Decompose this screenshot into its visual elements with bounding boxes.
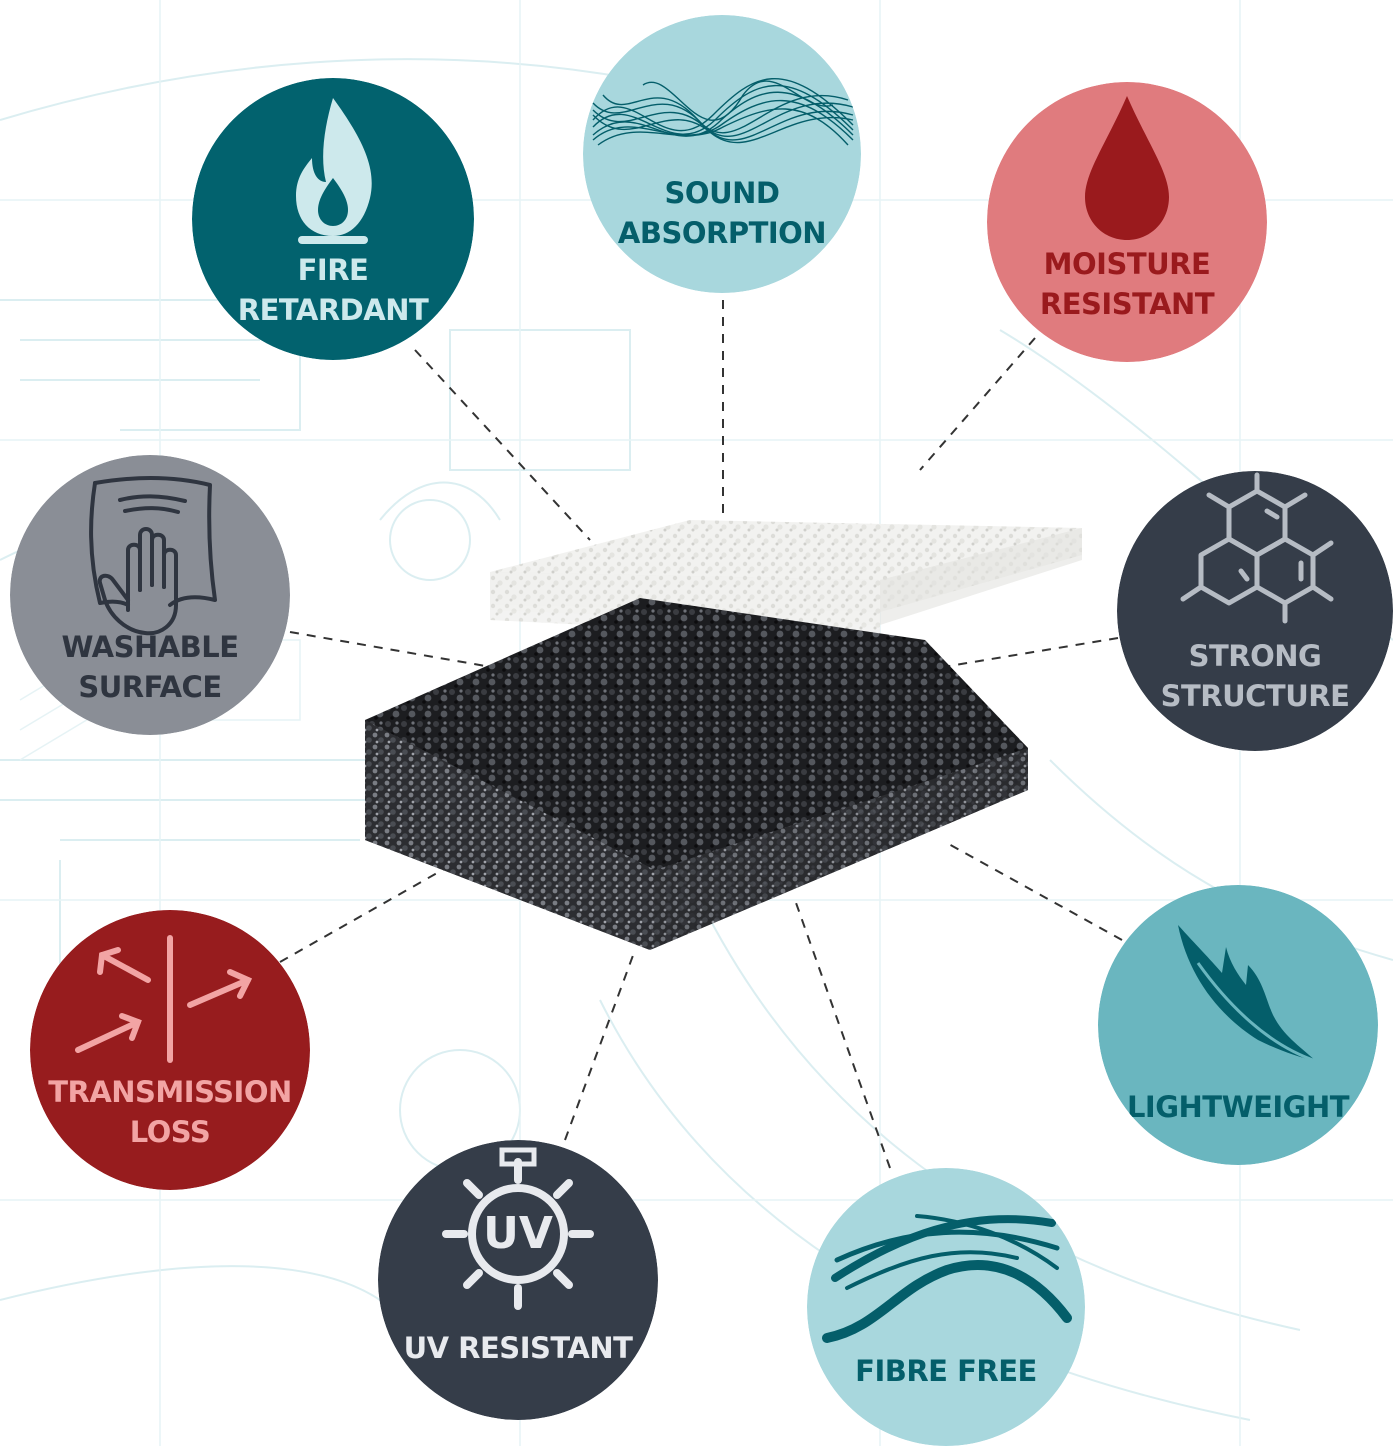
molecule-structure-icon xyxy=(1117,471,1393,751)
connector-transmission xyxy=(279,859,461,963)
badge-fire-retardant: FIRE RETARDANT xyxy=(192,78,474,360)
wipe-hand-icon xyxy=(10,455,290,735)
transmission-label-line1: TRANSMISSION xyxy=(48,1075,292,1109)
strong-label-line1: STRONG xyxy=(1188,639,1322,673)
fibre-strands-icon xyxy=(807,1168,1085,1446)
badge-fibre-free: FIBRE FREE xyxy=(807,1168,1085,1446)
connector-fibre xyxy=(794,899,891,1169)
lightweight-label: LIGHTWEIGHT xyxy=(1126,1090,1350,1124)
uv-sun-icon xyxy=(378,1140,658,1420)
sound-label-line2: ABSORPTION xyxy=(617,216,827,250)
uv-icon-text: UV xyxy=(483,1208,553,1259)
badge-uv-resistant: UV UV RESISTANT xyxy=(378,1140,658,1420)
fire-label-line2: RETARDANT xyxy=(237,293,429,327)
badge-lightweight: LIGHTWEIGHT xyxy=(1098,885,1378,1165)
badge-strong-structure: STRONG STRUCTURE xyxy=(1117,471,1393,751)
moisture-label-line2: RESISTANT xyxy=(1039,287,1215,321)
washable-label-line1: WASHABLE xyxy=(61,630,239,664)
washable-label-line2: SURFACE xyxy=(78,670,222,704)
uv-label: UV RESISTANT xyxy=(403,1331,633,1365)
feather-icon xyxy=(1098,885,1378,1165)
sound-wave-icon xyxy=(583,15,861,293)
moisture-label-line1: MOISTURE xyxy=(1043,247,1211,281)
transmission-label-line2: LOSS xyxy=(129,1115,211,1149)
connector-washable xyxy=(289,631,521,673)
badge-sound-absorption: SOUND ABSORPTION xyxy=(583,15,861,293)
black-foam-sample xyxy=(365,598,1028,950)
badge-moisture-resistant: MOISTURE RESISTANT xyxy=(987,82,1267,362)
flame-icon xyxy=(192,78,474,360)
badge-washable-surface: WASHABLE SURFACE xyxy=(10,455,290,735)
strong-label-line2: STRUCTURE xyxy=(1160,679,1350,713)
connector-moisture xyxy=(919,337,1036,471)
water-drop-icon xyxy=(987,82,1267,362)
transmission-arrows-icon xyxy=(30,910,310,1190)
badge-transmission-loss: TRANSMISSION LOSS xyxy=(30,910,310,1190)
fire-label-line1: FIRE xyxy=(297,253,369,287)
fibre-label: FIBRE FREE xyxy=(855,1354,1037,1388)
sound-label-line1: SOUND xyxy=(664,176,780,210)
